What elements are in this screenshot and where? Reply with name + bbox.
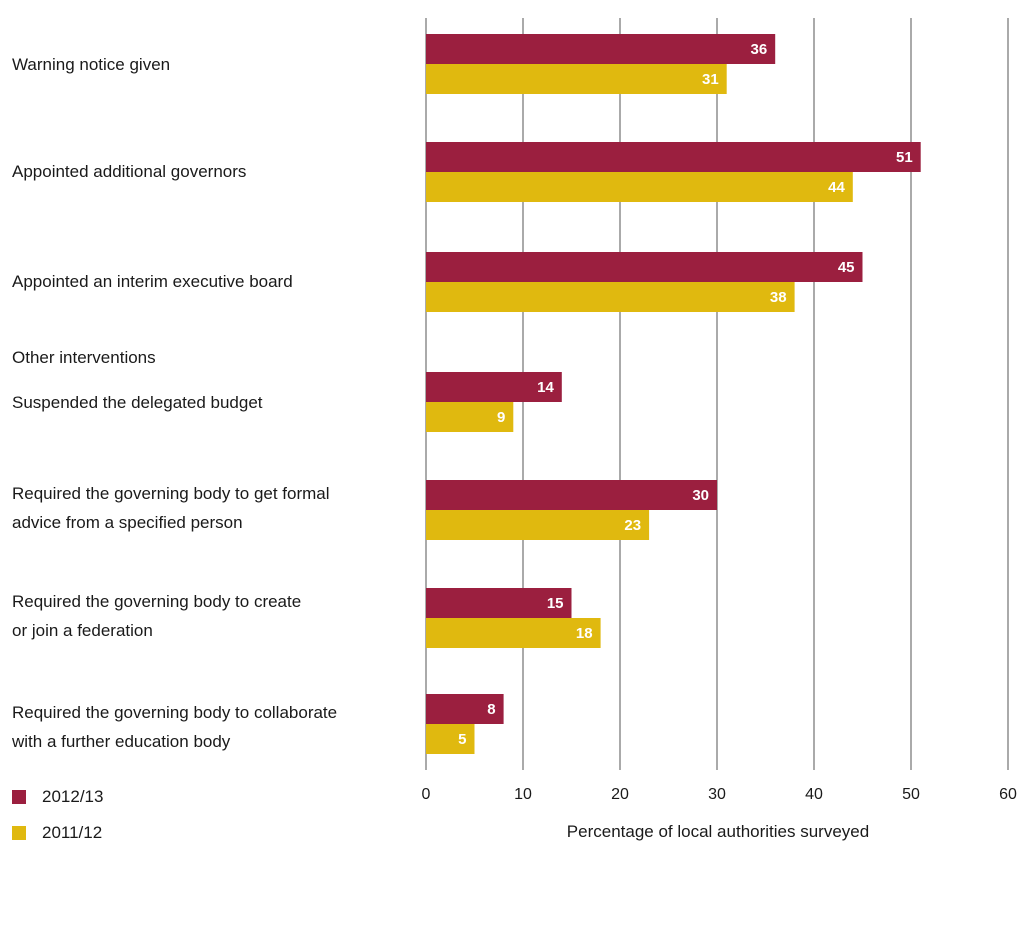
legend-label-2011-12: 2011/12 <box>42 823 103 842</box>
bar-value-label: 23 <box>624 517 641 534</box>
category-label: with a further education body <box>11 732 231 751</box>
x-tick-label: 60 <box>999 786 1017 803</box>
bar-value-label: 38 <box>770 289 787 306</box>
x-tick-label: 40 <box>805 786 823 803</box>
bar-2011-12-6 <box>426 724 475 754</box>
x-axis-title: Percentage of local authorities surveyed <box>567 822 869 841</box>
bar-2012-13-4 <box>426 480 717 510</box>
bar-value-label: 31 <box>702 71 719 88</box>
bar-value-label: 15 <box>547 595 564 612</box>
bar-value-label: 8 <box>487 701 495 718</box>
bar-value-label: 30 <box>692 487 709 504</box>
x-tick-label: 10 <box>514 786 532 803</box>
category-labels: Warning notice given Appointed additional… <box>11 55 337 751</box>
bar-2011-12-2 <box>426 282 795 312</box>
bar-2011-12-0 <box>426 64 727 94</box>
bar-2012-13-1 <box>426 142 921 172</box>
bar-2012-13-3 <box>426 372 562 402</box>
category-label: Required the governing body to get forma… <box>12 484 330 503</box>
legend-swatch-2012-13 <box>12 790 26 804</box>
bar-value-label: 9 <box>497 409 505 426</box>
bar-2011-12-4 <box>426 510 650 540</box>
bar-2012-13-5 <box>426 588 572 618</box>
bar-2012-13-6 <box>426 694 504 724</box>
category-label: Warning notice given <box>12 55 170 74</box>
x-tick-label: 0 <box>422 786 431 803</box>
x-axis-ticks: 0 10 20 30 40 50 60 <box>422 786 1017 803</box>
bar-value-label: 45 <box>838 259 855 276</box>
category-label: Appointed an interim executive board <box>12 272 293 291</box>
legend-swatch-2011-12 <box>12 826 26 840</box>
bar-2012-13-0 <box>426 34 776 64</box>
bar-value-label: 36 <box>751 41 768 58</box>
bar-2011-12-1 <box>426 172 853 202</box>
legend-item-2011-12: 2011/12 <box>12 822 103 844</box>
category-label: or join a federation <box>12 621 153 640</box>
bar-2011-12-5 <box>426 618 601 648</box>
x-tick-label: 30 <box>708 786 726 803</box>
bar-value-label: 5 <box>458 731 466 748</box>
bar-2012-13-2 <box>426 252 863 282</box>
legend: 2012/13 2011/12 <box>12 786 103 858</box>
bar-2011-12-3 <box>426 402 514 432</box>
category-label: advice from a specified person <box>12 513 243 532</box>
bar-value-label: 44 <box>828 179 845 196</box>
category-label: Required the governing body to collabora… <box>12 703 337 722</box>
bar-value-label: 51 <box>896 149 913 166</box>
category-label: Required the governing body to create <box>12 592 301 611</box>
bar-value-label: 18 <box>576 625 593 642</box>
section-label-other-interventions: Other interventions <box>12 348 156 367</box>
legend-label-2012-13: 2012/13 <box>42 787 104 806</box>
category-label: Suspended the delegated budget <box>12 393 263 412</box>
x-tick-label: 50 <box>902 786 920 803</box>
category-label: Appointed additional governors <box>12 162 246 181</box>
x-tick-label: 20 <box>611 786 629 803</box>
bars: 36 31 51 44 45 38 14 9 30 23 15 18 8 5 <box>426 34 921 754</box>
bar-value-label: 14 <box>537 379 554 396</box>
legend-item-2012-13: 2012/13 <box>12 786 103 808</box>
